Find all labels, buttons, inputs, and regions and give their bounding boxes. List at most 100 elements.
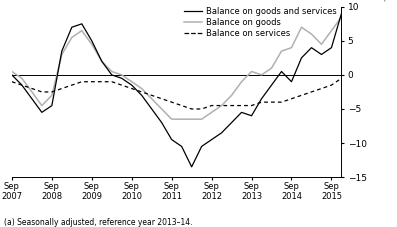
Balance on goods and services [329, 46, 334, 49]
Balance on goods [299, 26, 304, 29]
Balance on goods [69, 36, 74, 39]
Balance on goods [119, 74, 124, 76]
Balance on goods and services [119, 77, 124, 80]
Balance on goods [19, 77, 24, 80]
Balance on goods and services [319, 53, 324, 56]
Line: Balance on goods and services: Balance on goods and services [12, 14, 341, 167]
Balance on goods [79, 29, 84, 32]
Balance on goods [289, 46, 294, 49]
Balance on goods and services [299, 57, 304, 59]
Balance on goods [89, 43, 94, 46]
Balance on services [279, 101, 284, 104]
Balance on goods and services [69, 26, 74, 29]
Balance on goods and services [39, 111, 44, 114]
Balance on goods and services [139, 94, 144, 97]
Y-axis label: $billion: $billion [381, 0, 397, 2]
Balance on goods [189, 118, 194, 121]
Balance on goods and services [289, 80, 294, 83]
Balance on goods [219, 104, 224, 107]
Balance on services [89, 80, 94, 83]
Balance on goods and services [79, 22, 84, 25]
Balance on goods [319, 43, 324, 46]
Balance on goods and services [249, 114, 254, 117]
Balance on services [119, 84, 124, 86]
Balance on services [60, 87, 64, 90]
Balance on goods and services [110, 74, 114, 76]
Balance on goods [229, 94, 234, 97]
Balance on goods [279, 50, 284, 52]
Balance on goods and services [189, 165, 194, 168]
Balance on goods [39, 104, 44, 107]
Balance on goods and services [179, 145, 184, 148]
Balance on services [319, 87, 324, 90]
Balance on goods and services [219, 131, 224, 134]
Balance on goods [149, 97, 154, 100]
Balance on services [29, 87, 34, 90]
Balance on services [179, 104, 184, 107]
Balance on goods [60, 53, 64, 56]
Balance on goods [259, 74, 264, 76]
Balance on goods and services [89, 39, 94, 42]
Balance on services [39, 91, 44, 93]
Balance on goods [129, 80, 134, 83]
Balance on goods and services [309, 46, 314, 49]
Balance on services [139, 91, 144, 93]
Balance on goods [329, 29, 334, 32]
Balance on services [69, 84, 74, 86]
Text: (a) Seasonally adjusted, reference year 2013–14.: (a) Seasonally adjusted, reference year … [4, 218, 193, 227]
Balance on services [159, 97, 164, 100]
Balance on goods [139, 87, 144, 90]
Balance on goods and services [99, 60, 104, 63]
Balance on services [229, 104, 234, 107]
Balance on goods [269, 67, 274, 69]
Balance on services [299, 94, 304, 97]
Balance on goods [99, 60, 104, 63]
Balance on services [209, 104, 214, 107]
Balance on services [329, 84, 334, 86]
Balance on services [79, 80, 84, 83]
Balance on services [110, 80, 114, 83]
Balance on services [199, 108, 204, 110]
Balance on services [249, 104, 254, 107]
Balance on goods and services [199, 145, 204, 148]
Balance on goods and services [239, 111, 244, 114]
Balance on goods and services [169, 138, 174, 141]
Balance on services [10, 80, 14, 83]
Balance on services [269, 101, 274, 104]
Balance on services [289, 97, 294, 100]
Balance on services [50, 91, 54, 93]
Balance on goods and services [149, 108, 154, 110]
Balance on goods [159, 108, 164, 110]
Balance on services [129, 87, 134, 90]
Balance on goods [50, 94, 54, 97]
Balance on goods and services [50, 104, 54, 107]
Balance on goods and services [339, 12, 344, 15]
Balance on goods [209, 111, 214, 114]
Balance on services [19, 84, 24, 86]
Balance on goods [309, 33, 314, 35]
Balance on goods and services [159, 121, 164, 124]
Balance on goods [239, 80, 244, 83]
Balance on services [259, 101, 264, 104]
Balance on services [239, 104, 244, 107]
Balance on goods and services [259, 97, 264, 100]
Balance on goods and services [229, 121, 234, 124]
Balance on services [189, 108, 194, 110]
Balance on goods and services [29, 97, 34, 100]
Balance on services [339, 77, 344, 80]
Line: Balance on services: Balance on services [12, 78, 341, 109]
Balance on services [169, 101, 174, 104]
Balance on goods and services [60, 50, 64, 52]
Balance on services [149, 94, 154, 97]
Legend: Balance on goods and services, Balance on goods, Balance on services: Balance on goods and services, Balance o… [184, 7, 337, 38]
Balance on goods [110, 70, 114, 73]
Balance on goods [29, 91, 34, 93]
Balance on services [309, 91, 314, 93]
Balance on goods [169, 118, 174, 121]
Balance on goods and services [19, 84, 24, 86]
Balance on goods [199, 118, 204, 121]
Balance on services [219, 104, 224, 107]
Balance on goods and services [279, 70, 284, 73]
Balance on goods [339, 16, 344, 18]
Balance on goods and services [129, 84, 134, 86]
